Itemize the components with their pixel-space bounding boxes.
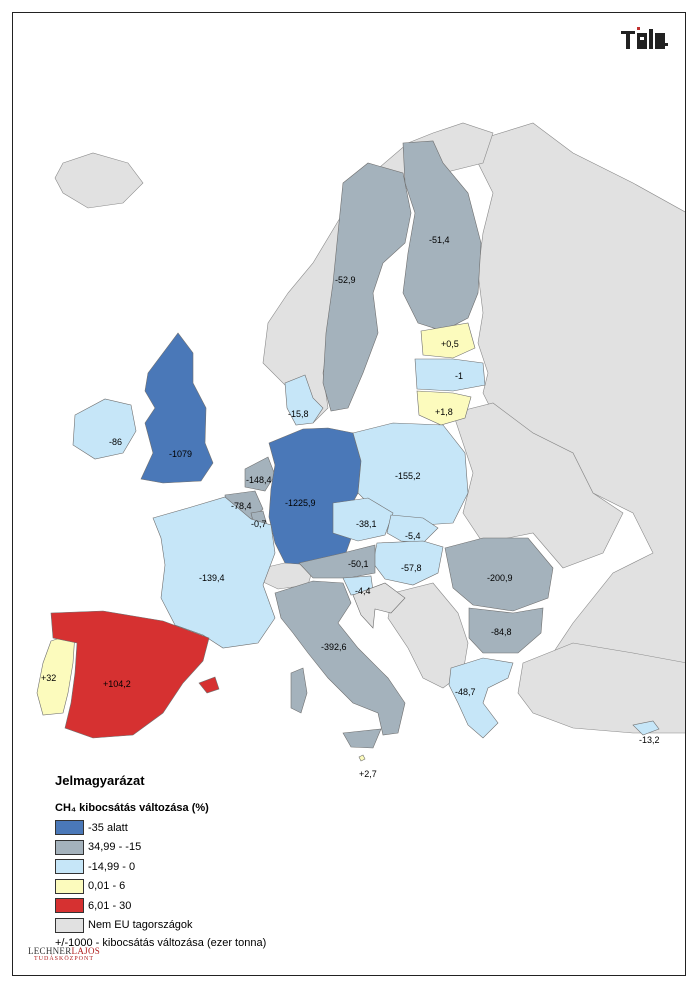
country-netherlands [244, 456, 276, 492]
legend-label: 34,99 - -15 [88, 841, 142, 854]
label-greece: -48,7 [455, 687, 476, 697]
label-portugal: +32 [41, 673, 56, 683]
country-malta [358, 754, 366, 762]
label-belgium: -78,4 [231, 501, 252, 511]
legend-item: -35 alatt [55, 818, 375, 838]
country-finland [402, 140, 482, 332]
label-bulgaria: -84,8 [491, 627, 512, 637]
legend-swatch [55, 878, 84, 894]
label-slovakia: -5,4 [405, 531, 421, 541]
label-poland: -155,2 [395, 471, 421, 481]
lechner-logo: LECHNERLAJOS TUDÁSKÖZPONT [23, 946, 105, 962]
label-estonia: +0,5 [441, 339, 459, 349]
label-france: -139,4 [199, 573, 225, 583]
country-sweden [322, 162, 412, 412]
label-czechia: -38,1 [356, 519, 377, 529]
europe-map: -51,4 -52,9 +0,5 -1 +1,8 -15,8 -86 -1079… [13, 122, 685, 975]
label-germany: -1225,9 [285, 498, 316, 508]
legend-swatch [55, 859, 84, 875]
russia-east [467, 122, 685, 719]
legend: Jelmagyarázat CH₄ kibocsátás változása (… [55, 773, 375, 949]
lechner-logo-sub: TUDÁSKÖZPONT [34, 956, 94, 962]
country-spain [50, 610, 210, 739]
legend-label: 0,01 - 6 [88, 880, 126, 893]
country-bulgaria [468, 607, 544, 654]
turkey [517, 642, 685, 734]
country-croatia [352, 582, 406, 629]
legend-item: Nem EU tagországok [55, 916, 375, 936]
country-greece [448, 657, 514, 739]
legend-item: 6,01 - 30 [55, 896, 375, 916]
country-italy-sicily [342, 728, 382, 749]
label-denmark: -15,8 [288, 409, 309, 419]
label-italy: -392,6 [321, 642, 347, 652]
belarus-ukraine [452, 402, 624, 569]
legend-swatch [55, 820, 84, 836]
country-cyprus [632, 720, 660, 736]
legend-item: 0,01 - 6 [55, 877, 375, 897]
label-austria: -50,1 [348, 559, 369, 569]
legend-swatch [55, 839, 84, 855]
label-lithuania: +1,8 [435, 407, 453, 417]
label-luxembourg: -0,7 [251, 519, 267, 529]
label-uk: -1079 [169, 449, 192, 459]
label-ireland: -86 [109, 437, 122, 447]
country-lithuania [416, 390, 472, 426]
country-uk [140, 332, 214, 484]
country-latvia [414, 358, 486, 392]
legend-item: 34,99 - -15 [55, 838, 375, 858]
label-sweden: -52,9 [335, 275, 356, 285]
country-france [152, 496, 276, 649]
svalbard-iceland [54, 152, 144, 209]
non-eu-land [13, 122, 685, 975]
teir-logo-icon [621, 27, 668, 49]
country-spain-balearic [198, 676, 220, 694]
country-italy-sardinia [290, 667, 308, 714]
legend-swatch [55, 917, 84, 933]
value-labels: -51,4 -52,9 +0,5 -1 +1,8 -15,8 -86 -1079… [41, 235, 660, 779]
country-ireland [72, 398, 137, 460]
north-africa [13, 758, 685, 975]
legend-label: 6,01 - 30 [88, 899, 132, 912]
country-denmark [284, 374, 324, 426]
label-hungary: -57,8 [401, 563, 422, 573]
country-romania [444, 537, 554, 612]
country-poland [352, 422, 469, 526]
lechner-logo-wordmark: LECHNERLAJOS [23, 946, 105, 956]
legend-items: -35 alatt 34,99 - -15 -14,99 - 0 0,01 - 6 6,… [55, 818, 375, 935]
legend-subtitle: CH₄ kibocsátás változása (%) [55, 802, 209, 814]
label-spain: +104,2 [103, 679, 131, 689]
map-frame: -51,4 -52,9 +0,5 -1 +1,8 -15,8 -86 -1079… [12, 12, 686, 976]
country-austria [298, 544, 376, 579]
country-estonia [420, 322, 476, 359]
legend-title: Jelmagyarázat [55, 773, 145, 788]
logo-part2: LAJOS [71, 946, 101, 956]
country-portugal [36, 632, 76, 716]
legend-swatch [55, 898, 84, 914]
label-malta: +2,7 [359, 769, 377, 779]
country-czechia [332, 497, 394, 542]
label-cyprus: -13,2 [639, 735, 660, 745]
label-romania: -200,9 [487, 573, 513, 583]
country-germany [268, 427, 362, 566]
country-italy [274, 580, 406, 736]
legend-label: -35 alatt [88, 821, 128, 834]
label-latvia: -1 [455, 371, 463, 381]
legend-item: -14,99 - 0 [55, 857, 375, 877]
teir-logo [619, 25, 675, 59]
eu-countries [36, 140, 660, 762]
logo-part1: LECHNER [27, 946, 72, 956]
legend-note: +/-1000 - kibocsátás változása (ezer ton… [55, 937, 267, 949]
label-finland: -51,4 [429, 235, 450, 245]
label-netherlands: -148,4 [246, 475, 272, 485]
legend-label: -14,99 - 0 [88, 860, 136, 873]
legend-label: Nem EU tagországok [88, 919, 193, 932]
label-slovenia: -4,4 [355, 586, 371, 596]
